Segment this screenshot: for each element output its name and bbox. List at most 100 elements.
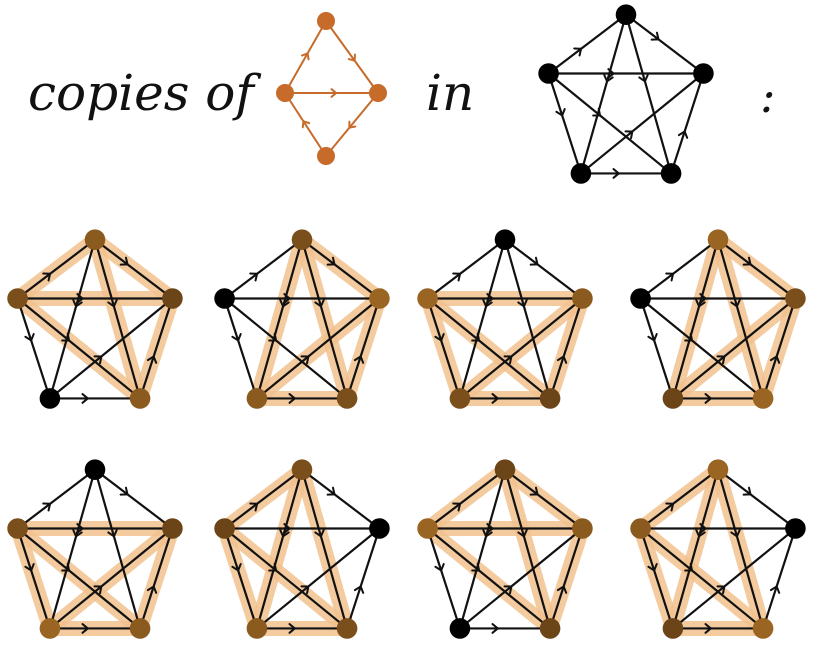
graph-edge xyxy=(672,297,797,400)
edge-arrow-icon xyxy=(231,563,242,572)
edge-arrow-icon xyxy=(716,585,726,595)
highlighted-node xyxy=(129,618,151,639)
pattern-arrow-icon xyxy=(348,120,357,129)
edge-arrow-icon xyxy=(482,299,493,308)
graph-edge xyxy=(717,238,797,300)
edge-arrow-icon xyxy=(61,332,71,342)
graph-edge xyxy=(549,298,584,399)
graph-edge xyxy=(256,527,381,630)
graph-edge xyxy=(223,528,258,629)
graph-edge xyxy=(672,527,797,630)
edge-arrow-icon xyxy=(268,332,278,342)
graph-edge xyxy=(94,238,174,300)
graph-edge xyxy=(716,469,765,629)
edge-arrow-icon xyxy=(42,272,52,282)
graph-edge xyxy=(639,298,674,399)
graph-node xyxy=(538,63,559,84)
highlighted-node xyxy=(417,288,438,309)
edge-arrow-icon xyxy=(503,355,513,365)
edge-arrow-icon xyxy=(81,393,89,404)
graph-edge xyxy=(547,13,627,75)
graph-edge xyxy=(671,239,720,399)
graph-edge xyxy=(639,527,764,630)
edge-arrow-icon xyxy=(503,585,513,595)
edge-arrow-icon xyxy=(612,168,620,179)
edge-arrow-icon xyxy=(742,256,752,266)
edge-arrow-icon xyxy=(742,486,752,496)
highlighted-node xyxy=(662,388,684,409)
highlighted-node xyxy=(539,388,561,409)
edge-arrow-icon xyxy=(716,355,726,365)
edge-arrow-icon xyxy=(471,332,481,342)
highlighted-node xyxy=(752,388,774,409)
highlighted-node xyxy=(630,518,651,539)
graph-edge xyxy=(547,72,672,175)
edge-arrow-icon xyxy=(61,562,71,572)
edge-arrow-icon xyxy=(93,355,103,365)
graph-edge xyxy=(624,14,673,174)
graph-edge xyxy=(93,239,142,399)
pattern-node xyxy=(369,84,387,102)
edge-arrow-icon xyxy=(146,355,158,364)
graph-edge xyxy=(256,297,381,400)
graph-edge xyxy=(717,468,797,530)
edge-arrow-icon xyxy=(684,562,694,572)
graph-edge xyxy=(300,239,349,399)
graph-edge xyxy=(503,469,552,629)
copy-graph xyxy=(630,459,806,639)
highlighted-node xyxy=(7,288,28,309)
graph-edge xyxy=(579,14,628,174)
highlighted-node xyxy=(336,388,358,409)
copy-graph xyxy=(417,229,593,409)
graph-edge xyxy=(639,528,674,629)
pattern-graph xyxy=(276,12,387,165)
graph-edge xyxy=(639,238,719,300)
highlighted-node xyxy=(129,388,151,409)
pattern-edge xyxy=(325,20,379,94)
highlighted-node xyxy=(336,618,358,639)
graph-edge xyxy=(16,468,96,530)
copy-graph xyxy=(7,229,183,409)
graph-edge xyxy=(223,297,348,400)
edge-arrow-icon xyxy=(268,562,278,572)
graph-node xyxy=(494,229,516,250)
graph-edge xyxy=(346,528,381,629)
graph-edge xyxy=(223,298,258,399)
graph-edge xyxy=(459,527,584,630)
graph-node xyxy=(660,163,682,184)
pattern-arrow-icon xyxy=(301,120,311,129)
edge-arrow-icon xyxy=(231,333,242,342)
edge-arrow-icon xyxy=(704,393,712,404)
edge-arrow-icon xyxy=(146,585,158,594)
edge-arrow-icon xyxy=(288,393,296,404)
edge-arrow-icon xyxy=(24,563,35,572)
edge-arrow-icon xyxy=(695,529,706,538)
edge-arrow-icon xyxy=(529,256,539,266)
graph-edge xyxy=(503,239,552,399)
pattern-node xyxy=(317,147,335,165)
edge-arrow-icon xyxy=(326,486,336,496)
edge-arrow-icon xyxy=(704,623,712,634)
graph-node xyxy=(785,518,806,539)
graph-edge xyxy=(94,468,174,530)
graph-edge xyxy=(16,528,51,629)
highlighted-node xyxy=(246,388,268,409)
graph-edge xyxy=(93,469,142,629)
graph-node xyxy=(693,63,714,84)
graph-edge xyxy=(670,73,705,174)
graph-edge xyxy=(223,527,348,630)
edge-arrow-icon xyxy=(730,299,741,308)
edge-arrow-icon xyxy=(517,529,528,538)
graph-edge xyxy=(16,238,96,300)
graph-edge xyxy=(300,469,349,629)
in-label: in xyxy=(426,64,474,122)
edge-arrow-icon xyxy=(730,529,741,538)
copies-of-label: copies of xyxy=(28,64,261,122)
edge-arrow-icon xyxy=(24,333,35,342)
graph-edge xyxy=(48,239,97,399)
highlighted-node xyxy=(246,618,268,639)
graph-edge xyxy=(49,527,174,630)
edge-arrow-icon xyxy=(529,486,539,496)
graph-node xyxy=(214,288,235,309)
graph-edge xyxy=(426,528,461,629)
